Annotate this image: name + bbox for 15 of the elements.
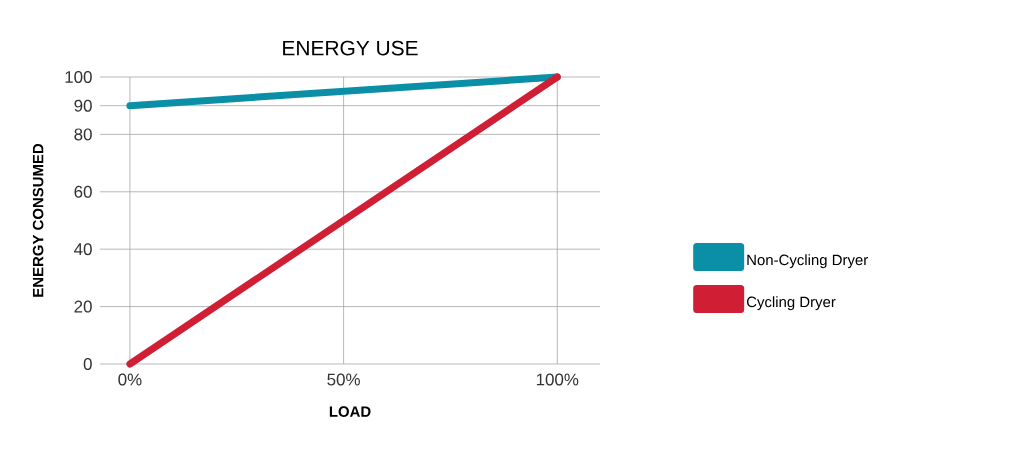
x-tick-label: 100% <box>536 373 579 386</box>
y-tick-label: 100 <box>65 70 92 83</box>
y-tick-label: 90 <box>74 99 92 112</box>
legend-label: Non-Cycling Dryer <box>747 254 868 269</box>
y-tick-label: 80 <box>74 128 92 141</box>
y-tick-label: 40 <box>74 243 92 256</box>
y-axis-title: ENERGY CONSUMED <box>32 143 44 297</box>
x-tick-label: 50% <box>327 373 360 386</box>
x-tick-label: 0% <box>118 373 142 386</box>
legend-label: Cycling Dryer <box>746 296 836 311</box>
y-tick-label: 60 <box>74 185 92 198</box>
y-tick-label: 20 <box>74 300 92 313</box>
x-axis-title: LOAD <box>329 406 371 417</box>
y-tick-label: 0 <box>83 357 92 370</box>
chart-title: ENERGY USE <box>283 40 418 56</box>
